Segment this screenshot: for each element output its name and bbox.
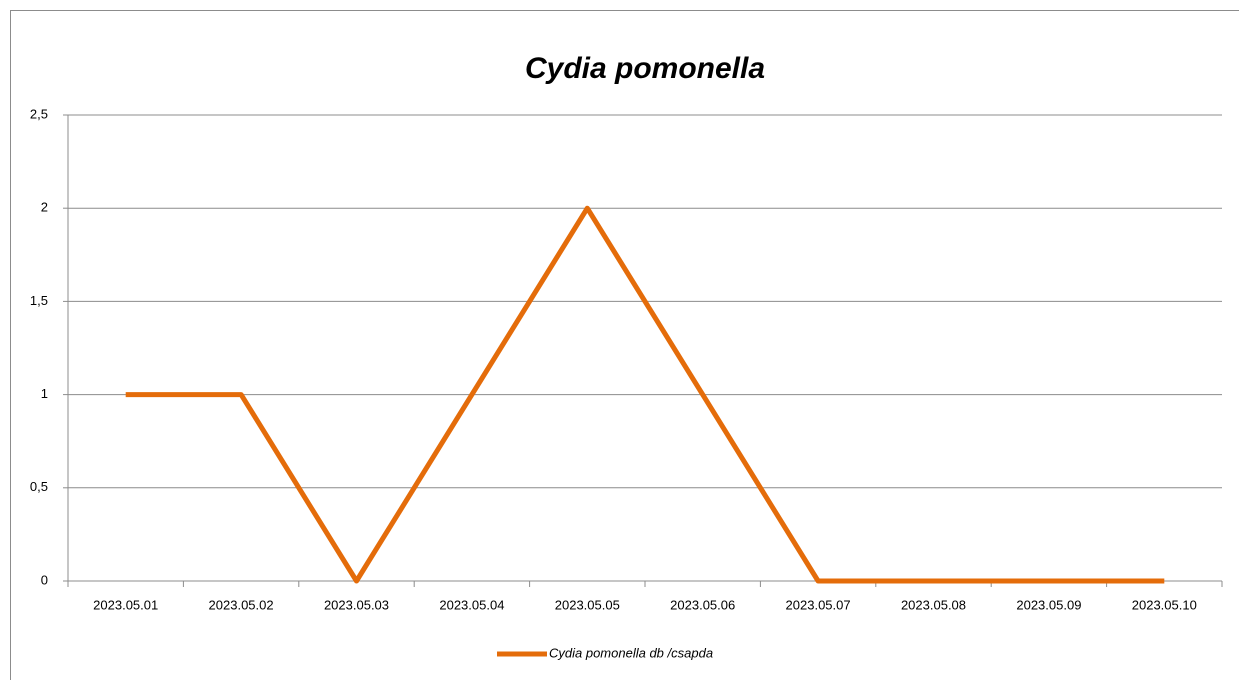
x-tick-label: 2023.05.01 [93, 597, 158, 612]
x-tick-label: 2023.05.10 [1132, 597, 1197, 612]
chart-border [10, 10, 1239, 680]
x-tick-label: 2023.05.03 [324, 597, 389, 612]
x-tick-label: 2023.05.09 [1016, 597, 1081, 612]
line-series [125, 205, 1165, 584]
x-tick-label: 2023.05.08 [901, 597, 966, 612]
x-tick-label: 2023.05.06 [670, 597, 735, 612]
y-tick-label: 1,5 [30, 293, 48, 308]
legend-label: Cydia pomonella db /csapda [549, 645, 713, 660]
chart-title: Cydia pomonella [525, 52, 765, 85]
y-tick-label: 0 [41, 572, 48, 587]
x-tick-label: 2023.05.05 [555, 597, 620, 612]
x-tick-label: 2023.05.02 [209, 597, 274, 612]
x-tick-label: 2023.05.04 [439, 597, 504, 612]
y-tick-label: 0,5 [30, 479, 48, 494]
y-tick-label: 1 [41, 386, 48, 401]
y-tick-label: 2,5 [30, 106, 48, 121]
x-tick-label: 2023.05.07 [786, 597, 851, 612]
y-tick-label: 2 [41, 200, 48, 215]
